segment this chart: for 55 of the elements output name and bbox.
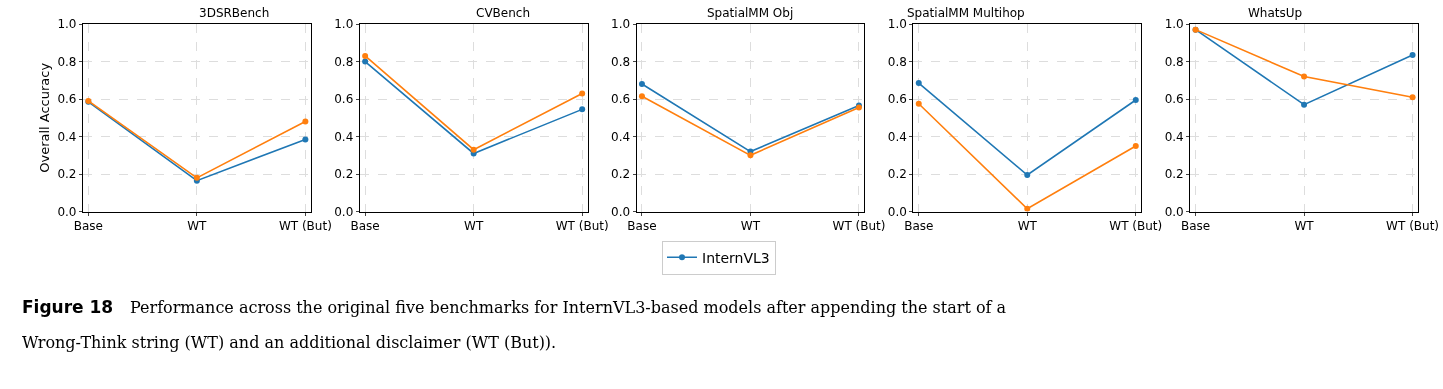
y-tick-label: 0.2 bbox=[1164, 167, 1184, 182]
y-tick-label: 0.8 bbox=[334, 54, 354, 69]
y-tick-label: 0.2 bbox=[887, 167, 907, 182]
y-tick-label: 0.6 bbox=[611, 92, 631, 107]
y-tick-label: 0.6 bbox=[57, 92, 77, 107]
y-tick-label: 0.6 bbox=[334, 92, 354, 107]
x-tick-label: WT bbox=[740, 219, 761, 234]
x-tick-label: WT (But) bbox=[555, 219, 609, 234]
x-tick-label: Base bbox=[627, 219, 657, 234]
x-tick-label: WT bbox=[1294, 219, 1315, 234]
y-tick-label: 0.0 bbox=[334, 204, 354, 219]
y-tick-label: 0.4 bbox=[57, 129, 77, 144]
caption: Figure 18 bbox=[22, 297, 114, 317]
y-tick-label: 0.8 bbox=[887, 54, 907, 69]
y-tick-label: 0.8 bbox=[611, 54, 631, 69]
y-tick-label: 1.0 bbox=[57, 17, 77, 32]
x-tick-label: WT bbox=[1017, 219, 1038, 234]
y-tick-label: 0.4 bbox=[611, 129, 631, 144]
x-tick-label: Base bbox=[350, 219, 380, 234]
y-tick-label: 1.0 bbox=[887, 17, 907, 32]
y-tick-label: 0.4 bbox=[887, 129, 907, 144]
y-tick-label: 0.2 bbox=[334, 167, 354, 182]
y-tick-label: 0.6 bbox=[1164, 92, 1184, 107]
x-tick-label: Base bbox=[904, 219, 934, 234]
chart-title: SpatialMM Multihop bbox=[907, 6, 1025, 20]
y-tick-label: 1.0 bbox=[611, 17, 631, 32]
y-tick-label: 0.0 bbox=[887, 204, 907, 219]
y-tick-label: 0.0 bbox=[57, 204, 77, 219]
x-tick-label: WT bbox=[187, 219, 208, 234]
chart-title: SpatialMM Obj bbox=[707, 6, 794, 20]
x-tick-label: WT (But) bbox=[278, 219, 332, 234]
chart-title: CVBench bbox=[476, 6, 531, 20]
y-axis-title: Overall Accuracy bbox=[37, 62, 53, 173]
x-tick-label: WT bbox=[464, 219, 484, 234]
legend-label: InternVL3 bbox=[702, 249, 770, 266]
x-tick-label: WT (But) bbox=[832, 219, 886, 234]
x-tick-label: WT (But) bbox=[1109, 219, 1163, 234]
y-tick-label: 0.8 bbox=[1164, 54, 1184, 69]
chart-title: WhatsUp bbox=[1248, 6, 1303, 20]
text: Wrong-Think string (WT) and an additional disclaimer (WT (But)). bbox=[22, 333, 557, 352]
x-tick-label: Base bbox=[1180, 219, 1211, 234]
y-tick-label: 0.8 bbox=[57, 54, 77, 69]
y-tick-label: 0.0 bbox=[611, 204, 631, 219]
x-tick-label: WT (But) bbox=[1386, 219, 1440, 234]
y-tick-label: 0.6 bbox=[887, 92, 907, 107]
y-tick-label: 0.4 bbox=[1164, 129, 1184, 144]
y-tick-label: 0.2 bbox=[57, 167, 77, 182]
y-tick-label: 0.0 bbox=[1164, 204, 1184, 219]
y-tick-label: 0.4 bbox=[334, 129, 354, 144]
y-tick-label: 1.0 bbox=[334, 17, 354, 32]
text: Performance across the original five benchmarks for InternVL3-based models after appending the start of a bbox=[130, 298, 1007, 317]
chart-title: 3DSRBench bbox=[199, 6, 270, 20]
y-tick-label: 0.2 bbox=[611, 167, 631, 182]
x-tick-label: Base bbox=[73, 219, 103, 234]
y-tick-label: 1.0 bbox=[1164, 17, 1184, 32]
